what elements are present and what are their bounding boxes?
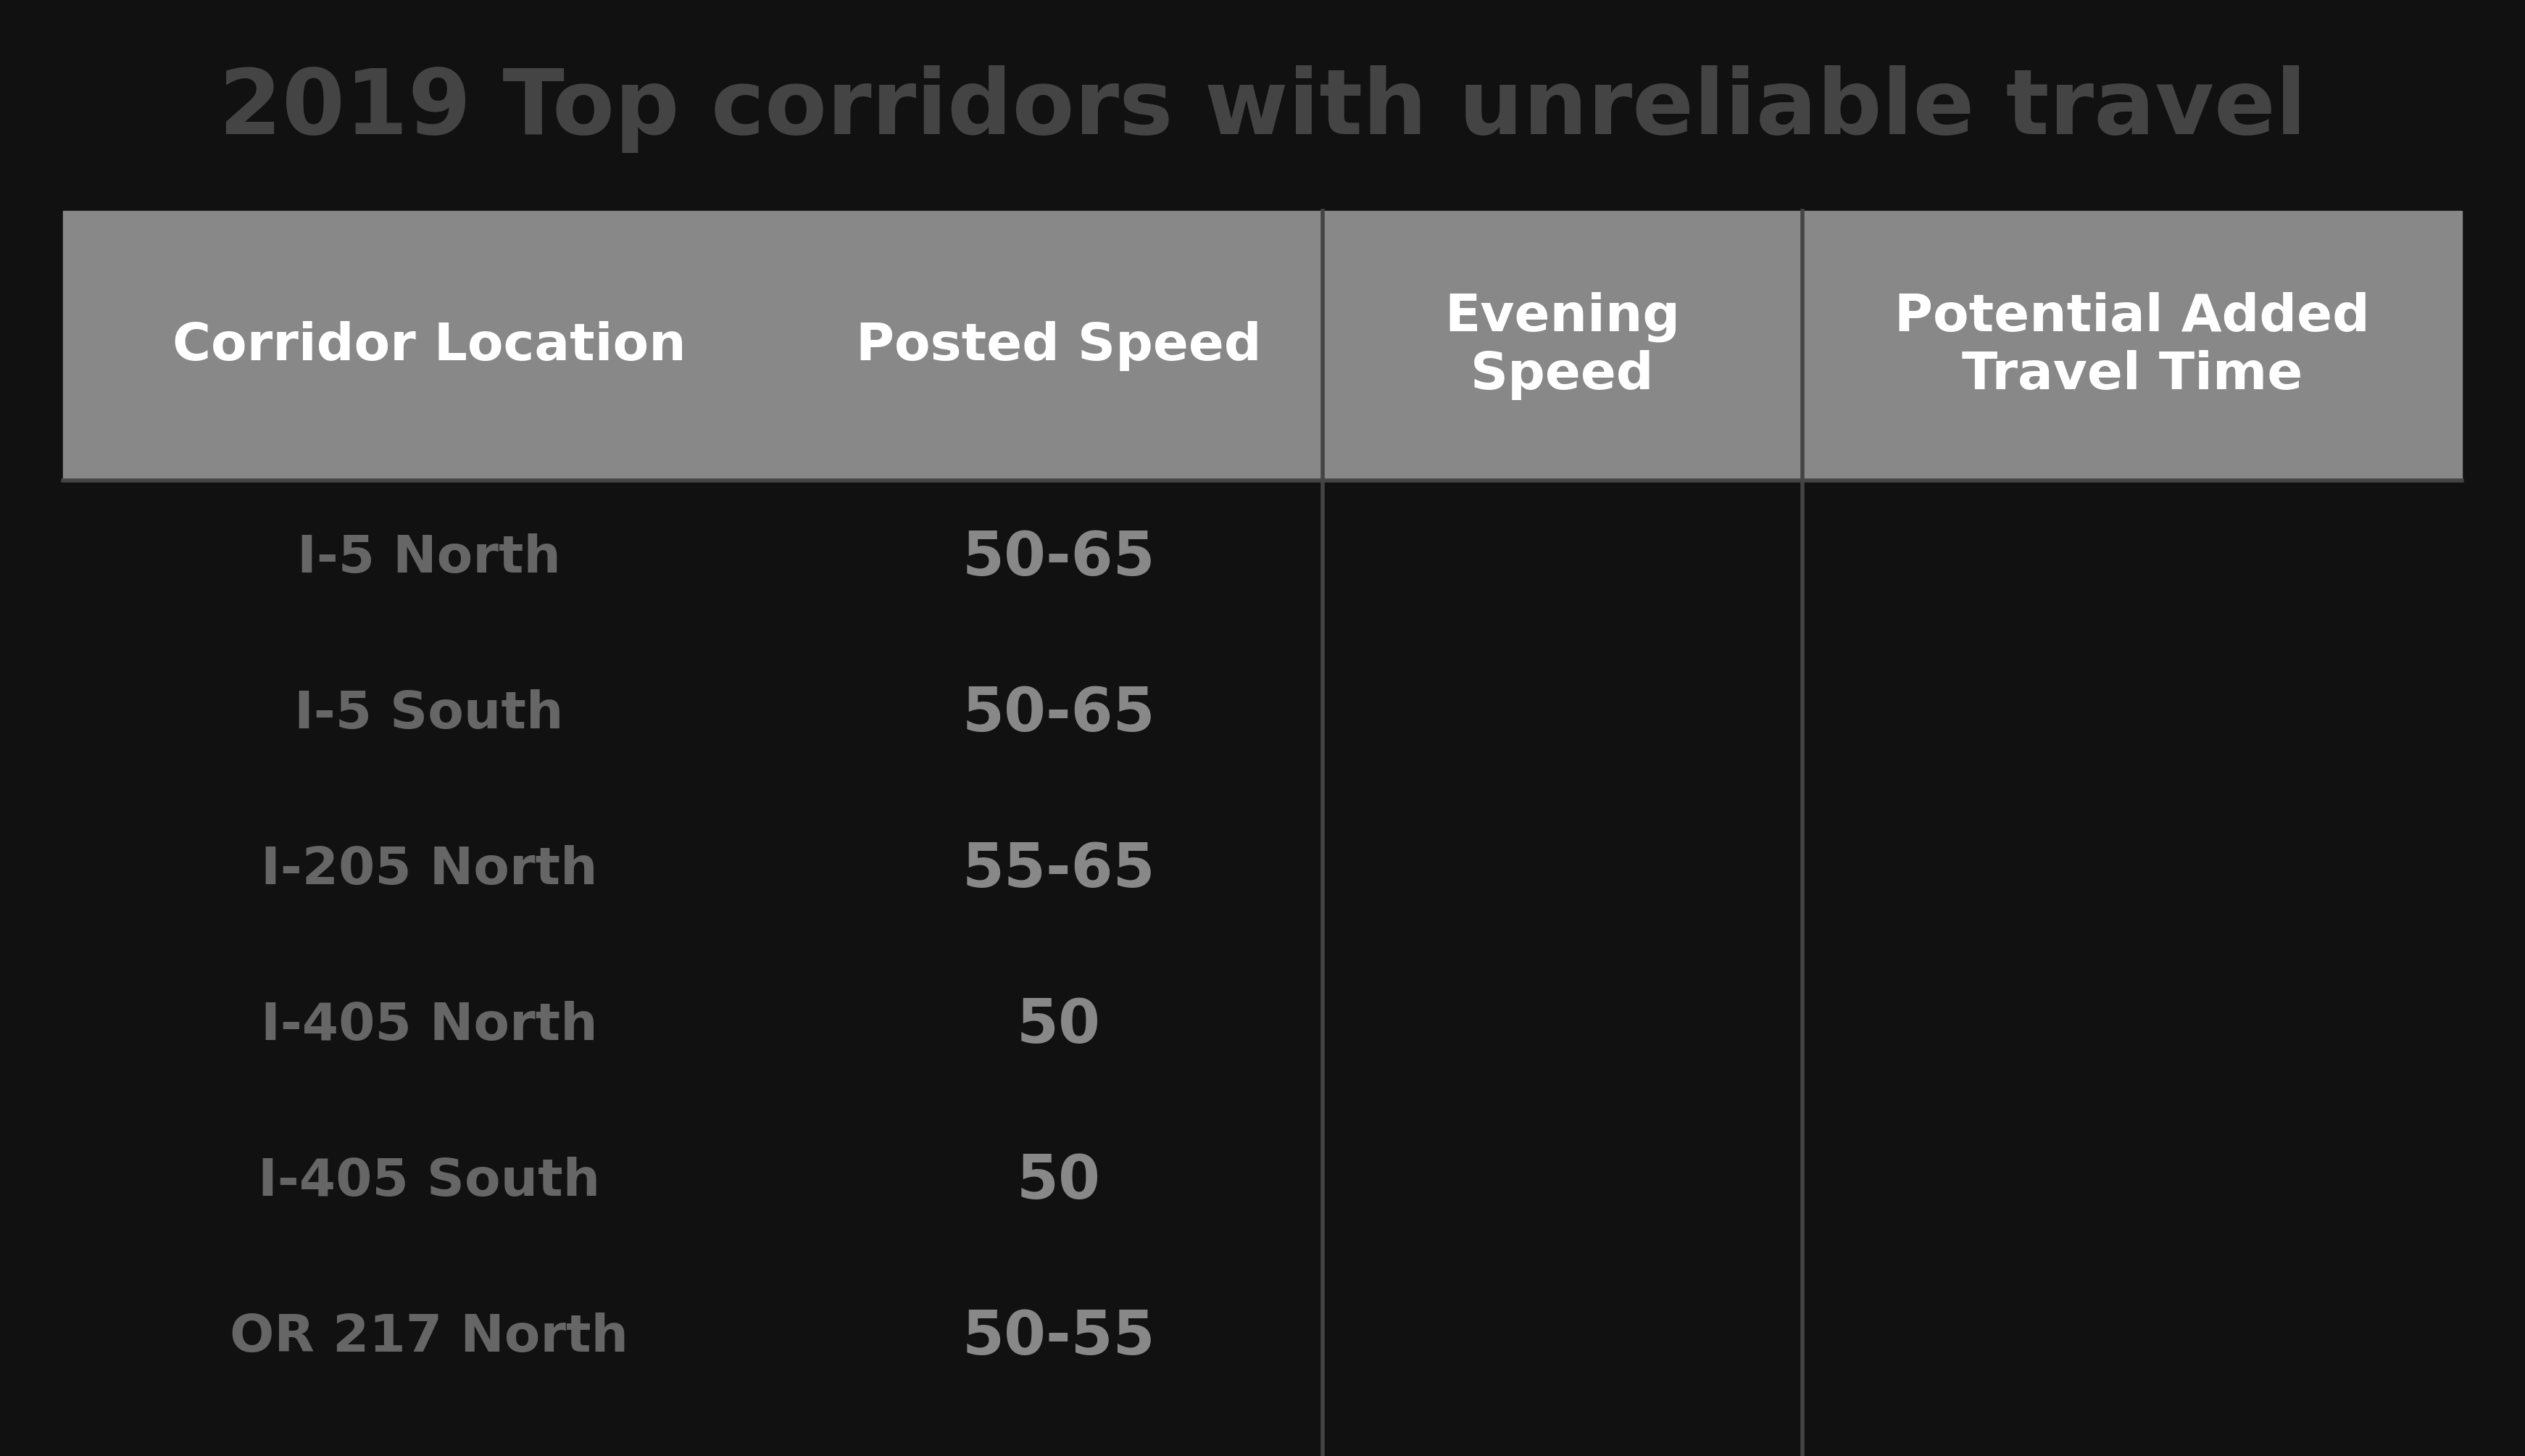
Text: OR 217 North: OR 217 North — [230, 1312, 629, 1363]
Text: Posted Speed: Posted Speed — [856, 320, 1262, 371]
Text: I-5 North: I-5 North — [298, 533, 561, 584]
Text: 50: 50 — [1018, 1152, 1101, 1211]
Text: 50: 50 — [1018, 996, 1101, 1056]
Text: Corridor Location: Corridor Location — [172, 320, 687, 371]
Text: 55-65: 55-65 — [962, 840, 1156, 900]
Text: Evening
Speed: Evening Speed — [1444, 291, 1679, 400]
Text: 50-65: 50-65 — [962, 684, 1156, 744]
Text: I-405 South: I-405 South — [258, 1156, 601, 1207]
Text: Potential Added
Travel Time: Potential Added Travel Time — [1894, 291, 2371, 400]
Text: I-5 South: I-5 South — [295, 689, 563, 740]
Text: 50-65: 50-65 — [962, 529, 1156, 588]
Text: 2019 Top corridors with unreliable travel: 2019 Top corridors with unreliable trave… — [220, 66, 2305, 153]
Text: I-405 North: I-405 North — [260, 1000, 598, 1051]
Text: I-205 North: I-205 North — [260, 844, 598, 895]
Text: 50-55: 50-55 — [962, 1307, 1156, 1367]
